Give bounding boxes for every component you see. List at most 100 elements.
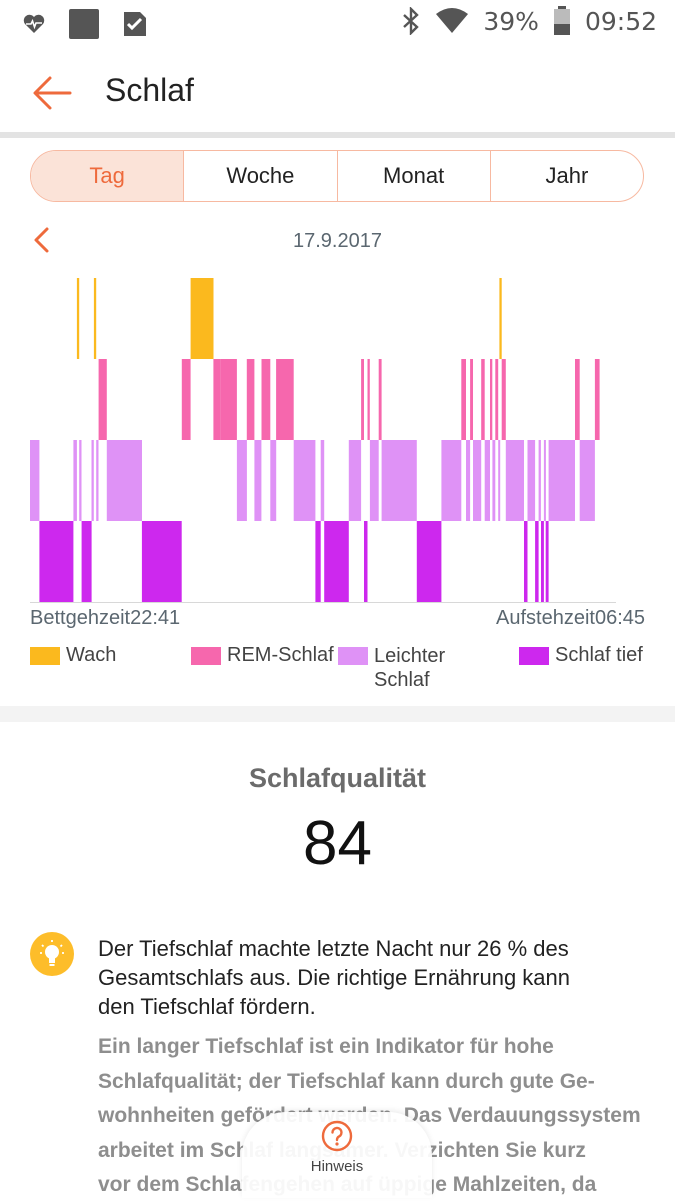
heartbeat-icon (23, 14, 45, 33)
sleep-segment-leichter-schlaf (254, 440, 262, 521)
sleep-segment-leichter-schlaf (348, 440, 362, 521)
tab-woche[interactable]: Woche (184, 151, 338, 201)
tip-summary-line: den Tiefschlaf fördern. (98, 994, 316, 1019)
hint-label: Hinweis (310, 1158, 364, 1175)
legend-item-rem: REM-Schlaf (191, 644, 334, 667)
sleep-segment-leichter-schlaf (505, 440, 524, 521)
sleep-segment-schlaf-tief (416, 521, 442, 602)
app-bar-divider (0, 132, 675, 138)
sleep-segment-wach (499, 278, 502, 359)
wakeup-label: Aufstehzeit06:45 (496, 607, 645, 629)
legend-label-line: Leichter (374, 645, 446, 667)
sleep-chart (30, 278, 616, 603)
sleep-segment-leichter-schlaf (527, 440, 536, 521)
sleep-segment-leichter-schlaf (579, 440, 595, 521)
quality-score: 84 (303, 809, 372, 878)
sleep-segment-rem-schlaf (181, 359, 191, 440)
wifi-icon (436, 8, 469, 33)
sleep-segment-leichter-schlaf (466, 440, 471, 521)
sleep-segment-leichter-schlaf (270, 440, 277, 521)
sleep-segment-rem-schlaf (501, 359, 506, 440)
legend-item-wach: Wach (30, 644, 116, 667)
sleep-segment-schlaf-tief (535, 521, 539, 602)
hint-button[interactable]: Hinweis (242, 1112, 432, 1198)
sleep-segment-rem-schlaf (594, 359, 600, 440)
bluetooth-icon (403, 7, 420, 35)
question-circle-icon (321, 1120, 353, 1152)
sleep-segment-schlaf-tief (81, 521, 92, 602)
chevron-left-icon[interactable] (30, 226, 54, 254)
sleep-segment-leichter-schlaf (484, 440, 490, 521)
sleep-segment-rem-schlaf (361, 359, 364, 440)
sleep-segment-rem-schlaf (481, 359, 485, 440)
sleep-segment-wach (76, 278, 80, 359)
sleep-segment-schlaf-tief (541, 521, 544, 602)
sleep-segment-leichter-schlaf (473, 440, 482, 521)
sleep-segment-leichter-schlaf (79, 440, 82, 521)
lightbulb-icon (30, 932, 74, 976)
tip-detail-line: Schlafqualität; der Tiefschlaf kann durc… (98, 1069, 595, 1093)
battery-percent: 39% (483, 6, 539, 36)
legend-label-multiline: Leichter Schlaf (374, 644, 445, 692)
legend-item-light: Leichter Schlaf (338, 644, 445, 692)
sleep-segment-rem-schlaf (461, 359, 466, 440)
sleep-segment-rem-schlaf (276, 359, 294, 440)
sleep-segment-leichter-schlaf (498, 440, 501, 521)
sleep-segment-schlaf-tief (141, 521, 182, 602)
period-tabs: Tag Woche Monat Jahr (30, 150, 644, 202)
legend-label: Wach (66, 644, 117, 666)
legend-swatch-light (338, 647, 368, 665)
sleep-segment-schlaf-tief (324, 521, 349, 602)
sleep-segment-leichter-schlaf (106, 440, 142, 521)
legend-label: Schlaf tief (555, 644, 643, 666)
section-divider (0, 706, 675, 722)
sleep-segment-leichter-schlaf (381, 440, 417, 521)
sleep-segment-rem-schlaf (220, 359, 237, 440)
status-bar: 39% 09:52 (0, 0, 675, 46)
sleep-segment-leichter-schlaf (369, 440, 379, 521)
sleep-segment-schlaf-tief (315, 521, 321, 602)
sleep-segment-leichter-schlaf (492, 440, 496, 521)
tab-tag[interactable]: Tag (31, 151, 185, 201)
legend-label-line: Schlaf (374, 669, 430, 691)
sleep-segment-leichter-schlaf (538, 440, 541, 521)
date-label: 17.9.2017 (293, 230, 382, 252)
sleep-segment-schlaf-tief (524, 521, 528, 602)
legend-swatch-rem (191, 647, 221, 665)
sleep-segment-schlaf-tief (39, 521, 74, 602)
tip-detail-line: Ein langer Tiefschlaf ist ein Indikator … (98, 1035, 554, 1058)
sleep-segment-leichter-schlaf (548, 440, 575, 521)
sleep-segment-wach (190, 278, 214, 359)
legend-swatch-wach (30, 647, 60, 665)
tip-summary: Der Tiefschlaf machte letzte Nacht nur 2… (98, 934, 658, 1021)
tab-jahr[interactable]: Jahr (545, 163, 589, 188)
checklist-icon (124, 12, 146, 36)
arrow-left-icon[interactable] (30, 70, 76, 116)
sleep-segment-rem-schlaf (261, 359, 271, 440)
sleep-segment-rem-schlaf (470, 359, 473, 440)
tip-summary-line: Der Tiefschlaf machte letzte Nacht nur 2… (98, 936, 569, 961)
battery-icon (553, 6, 570, 35)
app-bar: Schlaf (0, 46, 675, 134)
legend-label: REM-Schlaf (227, 644, 334, 666)
sleep-segment-leichter-schlaf (441, 440, 462, 521)
sleep-segment-leichter-schlaf (236, 440, 247, 521)
sleep-segment-leichter-schlaf (30, 440, 40, 521)
sleep-segment-leichter-schlaf (320, 440, 325, 521)
sleep-segment-schlaf-tief (545, 521, 549, 602)
quality-title: Schlafqualität (248, 763, 427, 793)
tab-monat[interactable]: Monat (338, 151, 491, 201)
app-square-icon (69, 9, 99, 39)
page-title: Schlaf (105, 72, 194, 108)
legend-item-deep: Schlaf tief (519, 644, 643, 667)
sleep-segment-wach (93, 278, 97, 359)
sleep-segment-rem-schlaf (575, 359, 580, 440)
sleep-segment-schlaf-tief (364, 521, 368, 602)
sleep-segment-rem-schlaf (490, 359, 493, 440)
sleep-segment-rem-schlaf (367, 359, 370, 440)
legend-swatch-deep (519, 647, 549, 665)
sleep-segment-leichter-schlaf (293, 440, 316, 521)
sleep-segment-rem-schlaf (246, 359, 255, 440)
sleep-segment-rem-schlaf (213, 359, 221, 440)
sleep-segment-rem-schlaf (378, 359, 382, 440)
